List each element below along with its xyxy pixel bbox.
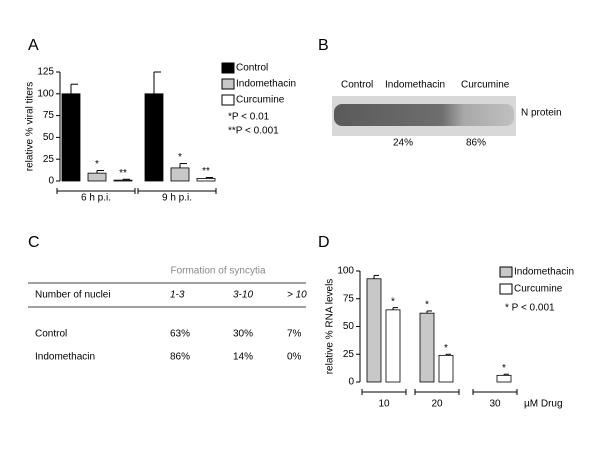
table-header: > 10 bbox=[287, 290, 307, 301]
legend-label: Indomethacin bbox=[514, 267, 574, 278]
bar bbox=[366, 278, 382, 383]
legend-swatch bbox=[221, 78, 235, 90]
table-header: Number of nuclei bbox=[35, 290, 111, 301]
y-tick-label: 75 bbox=[343, 293, 355, 304]
bar bbox=[196, 177, 216, 182]
panel-label: A bbox=[28, 37, 39, 54]
table-cell: 30% bbox=[233, 329, 253, 340]
significance-marker: * bbox=[178, 152, 182, 163]
significance-marker: * bbox=[391, 296, 395, 307]
blot-band bbox=[334, 104, 514, 126]
panel-label: B bbox=[318, 37, 329, 54]
legend-swatch bbox=[221, 62, 235, 74]
table-header: 3-10 bbox=[233, 290, 253, 301]
table-cell: 86% bbox=[170, 352, 190, 363]
table-cell: 63% bbox=[170, 329, 190, 340]
bar bbox=[87, 172, 107, 182]
table-cell: Indomethacin bbox=[35, 352, 95, 363]
legend-label: Control bbox=[236, 63, 268, 74]
table-cell: 14% bbox=[233, 352, 253, 363]
x-tick-label: 30 bbox=[489, 399, 501, 410]
note: * P < 0.001 bbox=[505, 303, 555, 314]
significance-marker: ** bbox=[119, 168, 127, 179]
bar bbox=[113, 179, 133, 182]
reduction-label: 24% bbox=[393, 138, 413, 149]
panel-label: D bbox=[318, 234, 330, 251]
bar bbox=[438, 354, 454, 383]
y-tick-label: 75 bbox=[43, 110, 55, 121]
reduction-label: 86% bbox=[466, 138, 486, 149]
bar bbox=[385, 309, 401, 383]
y-tick-label: 50 bbox=[343, 321, 355, 332]
bar bbox=[61, 93, 81, 182]
legend-label: Curcumine bbox=[236, 95, 285, 106]
bar bbox=[170, 167, 190, 182]
table-title: Formation of syncytia bbox=[170, 266, 265, 277]
y-tick-label: 25 bbox=[43, 154, 55, 165]
significance-marker: * bbox=[425, 300, 429, 311]
table-cell: Control bbox=[35, 329, 67, 340]
note: **P < 0.001 bbox=[228, 126, 279, 137]
y-axis-label: relative % viral titers bbox=[25, 82, 36, 171]
y-tick-label: 25 bbox=[343, 349, 355, 360]
x-axis-label: µM Drug bbox=[524, 399, 563, 410]
bar bbox=[144, 93, 164, 182]
x-tick-label: 9 h p.i. bbox=[162, 193, 192, 204]
significance-marker: * bbox=[95, 159, 99, 170]
y-tick-label: 100 bbox=[337, 266, 354, 277]
x-tick-label: 10 bbox=[378, 399, 390, 410]
panel-label: C bbox=[28, 234, 40, 251]
note: *P < 0.01 bbox=[228, 112, 270, 123]
band-label: N protein bbox=[521, 108, 562, 119]
lane-label: Control bbox=[341, 80, 373, 91]
legend-swatch bbox=[499, 283, 513, 295]
legend-label: Curcumine bbox=[514, 284, 563, 295]
y-tick-label: 0 bbox=[348, 377, 354, 388]
legend-swatch bbox=[499, 266, 513, 278]
y-tick-label: 100 bbox=[37, 88, 54, 99]
y-tick-label: 125 bbox=[37, 67, 54, 78]
significance-marker: ** bbox=[202, 166, 210, 177]
lane-label: Curcumine bbox=[461, 80, 510, 91]
bar bbox=[496, 374, 512, 383]
bar bbox=[419, 312, 435, 383]
y-tick-label: 50 bbox=[43, 132, 55, 143]
y-tick-label: 0 bbox=[48, 176, 54, 187]
significance-marker: * bbox=[444, 343, 448, 354]
x-tick-label: 6 h p.i. bbox=[81, 193, 111, 204]
significance-marker: * bbox=[502, 363, 506, 374]
table-cell: 7% bbox=[287, 329, 302, 340]
legend-label: Indomethacin bbox=[236, 79, 296, 90]
lane-label: Indomethacin bbox=[385, 80, 445, 91]
y-axis-label: relative % RNA levels bbox=[325, 279, 336, 375]
legend-swatch bbox=[221, 94, 235, 106]
table-header: 1-3 bbox=[170, 290, 185, 301]
x-tick-label: 20 bbox=[431, 399, 443, 410]
table-cell: 0% bbox=[287, 352, 302, 363]
